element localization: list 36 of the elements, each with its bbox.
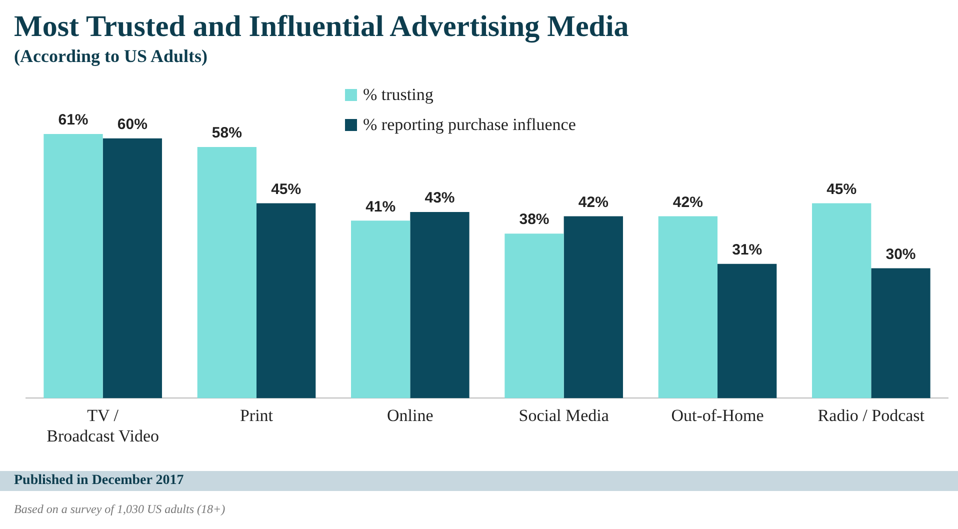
bar [658,216,718,398]
bar [351,220,410,398]
x-tick-label: Radio / Podcast [818,406,925,425]
bar [718,264,777,398]
x-tick-label: Print [240,406,274,425]
x-tick-label: Online [387,406,434,425]
bar [871,268,930,398]
bar [44,134,103,398]
data-label: 45% [826,180,857,198]
data-label: 38% [519,211,550,228]
data-label: 61% [58,112,88,129]
bar [410,212,470,398]
data-label: 42% [578,194,608,211]
bar [564,216,623,398]
data-label: 58% [212,124,242,142]
bar [812,203,872,398]
chart-subtitle: (According to US Adults) [14,46,208,67]
data-label: 43% [424,190,455,207]
text: Based on a survey of 1,030 US adults (18+) [14,502,226,517]
text: Published in December 2017 [0,471,958,491]
bar [102,138,162,398]
x-tick-label: TV / Broadcast Video [46,406,160,446]
x-tick-label: Social Media [518,406,610,425]
bar [197,146,256,398]
data-label: 30% [886,246,916,263]
bar [256,203,316,398]
legend-label: % trusting [363,85,434,105]
legend-label: % reporting purchase influence [363,115,576,135]
data-label: 31% [732,242,762,259]
chart-title: Most Trusted and Influential Advertising Media [14,10,629,44]
bar [504,234,564,398]
data-label: 60% [117,116,148,133]
data-label: 41% [366,198,396,216]
data-label: 42% [672,194,703,211]
x-tick-label: Out-of-Home [671,406,764,425]
data-label: 45% [271,180,302,198]
